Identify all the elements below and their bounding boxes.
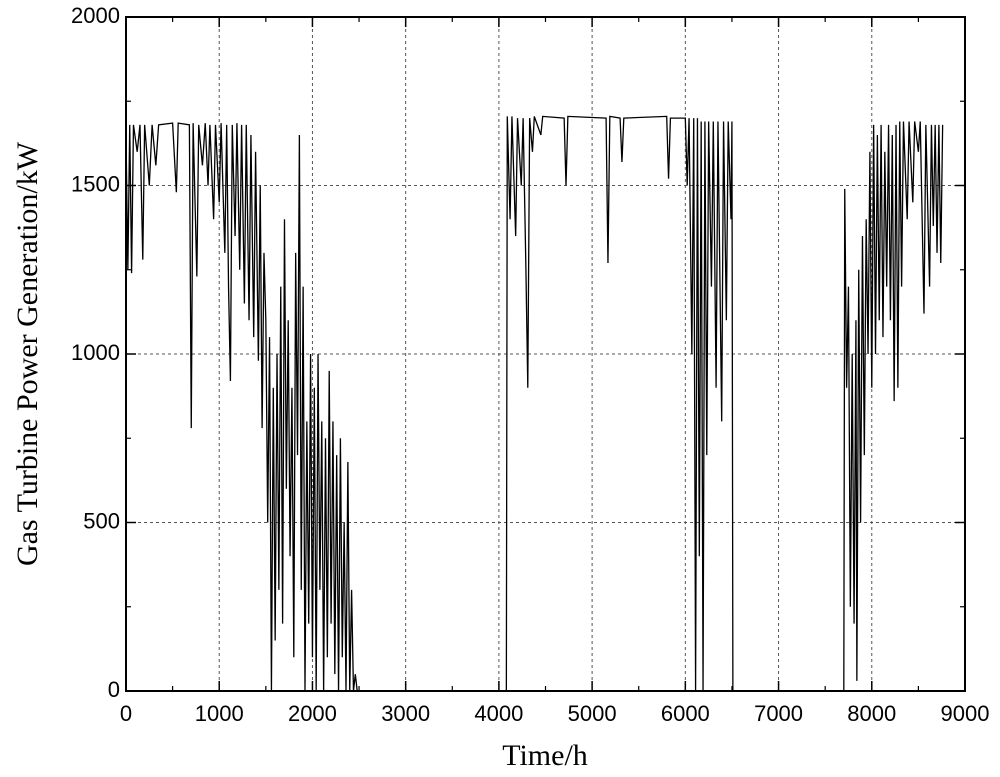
data-line bbox=[125, 115, 944, 692]
x-tick-label: 5000 bbox=[568, 701, 617, 726]
x-tick-label: 3000 bbox=[381, 701, 430, 726]
plot-frame bbox=[125, 16, 966, 692]
y-tick-label: 500 bbox=[83, 508, 120, 533]
y-tick-label: 2000 bbox=[71, 3, 120, 28]
y-tick-label: 1000 bbox=[71, 340, 120, 365]
x-tick-label: 4000 bbox=[474, 701, 523, 726]
x-tick-label: 8000 bbox=[847, 701, 896, 726]
x-tick-label: 1000 bbox=[195, 701, 244, 726]
x-tick-label: 6000 bbox=[661, 701, 710, 726]
x-axis-label: Time/h bbox=[502, 739, 588, 772]
x-tick-label: 0 bbox=[120, 701, 132, 726]
y-tick-label: 1500 bbox=[71, 171, 120, 196]
x-tick-label: 7000 bbox=[754, 701, 803, 726]
x-tick-label: 2000 bbox=[288, 701, 337, 726]
y-tick-label: 0 bbox=[108, 677, 120, 702]
x-tick-label: 9000 bbox=[941, 701, 990, 726]
y-axis-label: Gas Turbine Power Generation/kW bbox=[11, 141, 44, 566]
